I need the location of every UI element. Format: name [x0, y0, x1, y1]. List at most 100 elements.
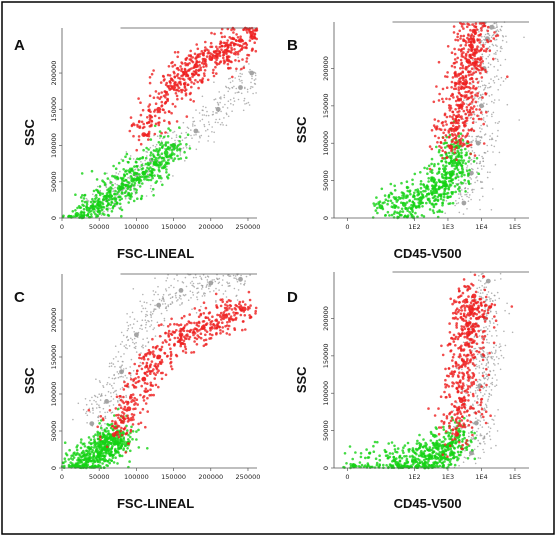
data-point [448, 144, 453, 150]
event-dot [464, 78, 468, 82]
event-dot [154, 181, 157, 184]
event-dot [84, 456, 87, 460]
event-dot [376, 211, 379, 215]
event-dot [142, 307, 144, 310]
event-dot [227, 282, 229, 285]
event-dot [99, 191, 102, 195]
event-dot [389, 182, 393, 186]
event-dot [478, 419, 480, 422]
event-dot [209, 327, 212, 330]
event-dot [117, 407, 120, 411]
event-dot [479, 457, 482, 460]
event-dot [106, 411, 109, 414]
event-dot [240, 67, 243, 71]
event-dot [142, 175, 145, 179]
event-dot [94, 197, 97, 201]
event-dot [442, 198, 445, 202]
event-dot [148, 320, 150, 323]
event-dot [495, 444, 497, 447]
event-dot [169, 350, 173, 354]
event-dot [471, 135, 473, 138]
event-dot [481, 337, 483, 340]
event-dot [204, 276, 207, 279]
event-dot [460, 174, 464, 178]
event-dot [184, 160, 186, 162]
event-dot [131, 327, 134, 329]
event-dot [467, 150, 470, 152]
event-dot [122, 448, 125, 452]
event-dot [479, 111, 483, 114]
event-dot [80, 438, 83, 441]
event-dot [383, 194, 387, 197]
event-dot [481, 285, 484, 287]
event-dot [83, 193, 87, 197]
event-dot [79, 460, 83, 463]
event-dot [175, 94, 179, 98]
data-point [238, 276, 243, 282]
event-dot [126, 402, 129, 406]
event-dot [420, 214, 424, 217]
event-dot [238, 91, 240, 94]
event-dot [215, 301, 217, 303]
event-dot [133, 396, 136, 400]
event-dot [460, 115, 463, 118]
event-dot [103, 172, 107, 175]
event-dot [497, 69, 499, 71]
event-dot [120, 426, 123, 430]
event-dot [439, 180, 443, 184]
event-dot [123, 442, 126, 446]
event-dot [462, 51, 465, 54]
event-dot [101, 192, 104, 196]
event-dot [486, 356, 489, 359]
event-dot [213, 32, 216, 36]
event-dot [215, 300, 217, 302]
event-dot [479, 424, 482, 426]
x-tick-label: 1E3 [442, 223, 454, 231]
event-dot [97, 419, 100, 422]
event-dot [79, 211, 83, 215]
event-dot [457, 118, 460, 122]
event-dot [144, 326, 147, 329]
event-dot [114, 167, 118, 170]
data-point [223, 48, 229, 54]
event-dot [139, 393, 142, 397]
event-dot [71, 462, 74, 465]
event-dot [477, 85, 480, 88]
event-dot [121, 341, 123, 343]
event-dot [475, 60, 478, 63]
event-dot [173, 343, 176, 347]
event-dot [175, 134, 178, 136]
event-dot [137, 120, 141, 124]
event-dot [351, 457, 355, 461]
event-dot [183, 324, 187, 327]
event-dot [127, 191, 130, 195]
event-dot [465, 151, 468, 155]
event-dot [460, 94, 463, 97]
event-dot [109, 383, 111, 386]
event-dot [158, 298, 161, 301]
event-dot [493, 346, 495, 349]
data-point [208, 56, 214, 61]
event-dot [223, 117, 225, 119]
event-dot [117, 372, 120, 375]
event-dot [167, 65, 171, 68]
event-dot [451, 181, 455, 185]
event-dot [63, 457, 67, 461]
event-dot [149, 154, 152, 157]
event-dot [249, 274, 251, 276]
event-dot [132, 370, 135, 372]
event-dot [130, 425, 133, 429]
event-dot [465, 193, 468, 196]
event-dot [483, 165, 485, 167]
y-tick-label: 0 [322, 216, 330, 220]
event-dot [188, 145, 191, 147]
event-dot [245, 57, 249, 60]
event-dot [496, 24, 498, 26]
event-dot [432, 204, 435, 207]
event-dot [73, 451, 76, 455]
event-dot [457, 72, 461, 76]
event-dot [236, 280, 239, 283]
event-dot [85, 203, 89, 206]
event-dot [170, 317, 173, 321]
event-dot [452, 25, 456, 28]
